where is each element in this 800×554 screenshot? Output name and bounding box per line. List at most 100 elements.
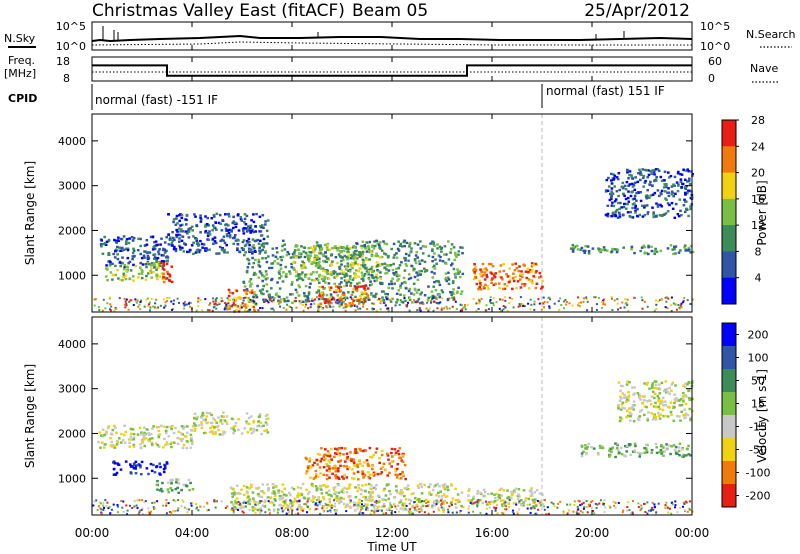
power-speckle (157, 306, 160, 309)
velocity-cell (673, 398, 677, 401)
power-cell (238, 250, 242, 254)
power-speckle (451, 305, 454, 308)
velocity-cell (677, 399, 681, 402)
power-cell (375, 239, 378, 243)
velocity-speckle (479, 512, 482, 514)
velocity-speckle (359, 508, 362, 511)
velocity-cell (658, 392, 662, 395)
power-cell (300, 277, 303, 280)
velocity-cell (210, 413, 213, 417)
power-cell (413, 242, 417, 245)
velocity-cell (164, 443, 167, 447)
velocity-speckle (143, 501, 146, 504)
power-cell (308, 251, 311, 254)
power-cell (279, 263, 283, 267)
nsky-tick-top: 10^5 (56, 20, 86, 33)
power-speckle (93, 304, 96, 307)
velocity-cell (584, 444, 587, 447)
velocity-cell (399, 490, 402, 493)
power-speckle (311, 297, 313, 300)
power-cell (276, 281, 279, 284)
power-cell (242, 229, 245, 232)
velocity-speckle (602, 501, 605, 504)
velocity-cell (498, 496, 501, 500)
power-cell (506, 275, 510, 278)
velocity-speckle (116, 505, 119, 508)
power-speckle (318, 305, 321, 308)
power-cell (118, 261, 122, 264)
power-cell (631, 185, 635, 188)
power-cell (669, 244, 673, 247)
power-cell (254, 230, 257, 233)
power-cell (305, 273, 309, 276)
power-speckle (666, 307, 669, 309)
velocity-cell (483, 490, 487, 494)
power-cell (358, 255, 362, 258)
power-cell (264, 220, 267, 223)
velocity-speckle (455, 511, 458, 514)
velocity-speckle (582, 507, 585, 510)
power-cell (449, 248, 453, 251)
velocity-cell (132, 443, 136, 447)
velocity-speckle (518, 508, 521, 511)
velocity-cell (404, 477, 407, 481)
velocity-cell (232, 425, 235, 429)
velocity-speckle (684, 509, 687, 512)
power-cell (319, 247, 323, 251)
power-cell (501, 278, 504, 281)
power-cell (374, 295, 377, 299)
velocity-speckle (484, 500, 487, 503)
velocity-cell (610, 447, 613, 451)
power-cell (262, 226, 265, 229)
power-cell (459, 246, 462, 249)
velocity-cell (507, 502, 511, 505)
velocity-cell (255, 487, 258, 490)
velocity-speckle (126, 512, 128, 515)
velocity-speckle (505, 508, 508, 511)
power-speckle (565, 301, 568, 303)
power-speckle (372, 302, 375, 305)
velocity-cell (298, 494, 301, 497)
velocity-cell (163, 425, 166, 428)
power-cell (114, 250, 117, 253)
velocity-cell (313, 461, 316, 465)
power-cell (338, 299, 342, 302)
velocity-cell (114, 444, 117, 448)
power-speckle (154, 302, 157, 305)
power-cell (682, 204, 686, 207)
power-cell (350, 265, 353, 268)
power-cell (157, 250, 160, 253)
velocity-cell (628, 407, 632, 410)
power-cell (637, 172, 640, 175)
power-cell (137, 237, 140, 240)
velocity-speckle (138, 511, 141, 514)
velocity-cell (359, 462, 362, 465)
velocity-speckle (576, 505, 579, 508)
power-speckle (415, 301, 418, 304)
power-cell (325, 271, 329, 274)
power-cell (612, 173, 615, 176)
nave-tick-top: 60 (708, 55, 722, 68)
velocity-cell (385, 508, 389, 511)
velocity-speckle (254, 511, 257, 514)
velocity-cell (428, 492, 431, 496)
velocity-cell (352, 501, 356, 504)
velocity-cell (346, 467, 349, 471)
power-cell (265, 229, 269, 232)
velocity-speckle (302, 507, 305, 510)
velocity-speckle (376, 510, 379, 512)
power-cell (156, 243, 159, 246)
velocity-speckle (689, 500, 691, 503)
power-speckle (518, 303, 521, 306)
velocity-cell (633, 392, 636, 395)
power-speckle (182, 302, 185, 305)
velocity-cell (665, 443, 668, 446)
velocity-speckle (502, 512, 505, 515)
velocity-cell (237, 418, 240, 421)
power-cell (457, 272, 460, 275)
power-cell (212, 242, 215, 245)
velocity-cell (101, 441, 104, 444)
velocity-cell (273, 494, 277, 497)
power-cell (353, 256, 356, 259)
power-cell (576, 248, 580, 251)
